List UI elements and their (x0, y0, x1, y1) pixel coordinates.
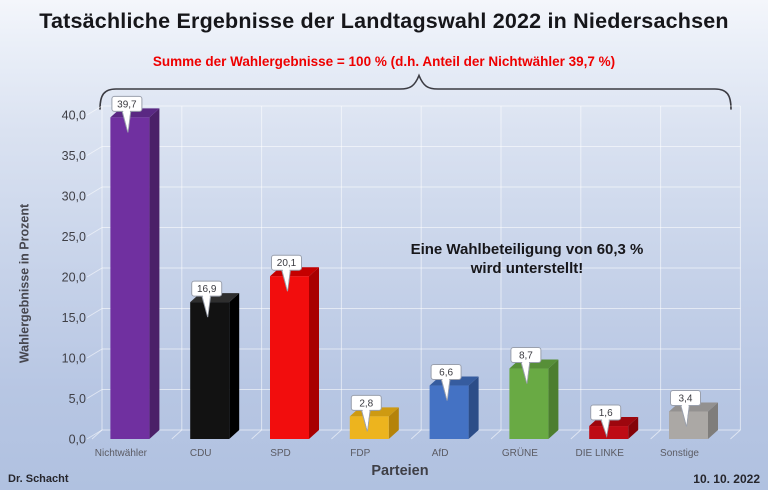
x-category-label: CDU (190, 448, 212, 459)
callout-tail-cover (442, 378, 450, 400)
y-tick-label: 0,0 (69, 433, 86, 447)
date-label: 10. 10. 2022 (693, 472, 760, 486)
value-label: 20,1 (277, 258, 297, 269)
x-category-label: Nichtwähler (95, 448, 148, 459)
annotation-line-2: wird unterstellt! (470, 259, 584, 277)
y-tick-label: 20,0 (62, 271, 86, 285)
brace-shape (99, 73, 732, 110)
y-tick-label: 25,0 (62, 230, 86, 244)
bar-front-face (270, 276, 309, 439)
y-tick-label: 35,0 (62, 149, 86, 163)
annotation: Eine Wahlbeteiligung von 60,3 % wird unt… (357, 241, 697, 279)
x-category-label: Sonstige (660, 448, 699, 459)
bar-front-face (429, 385, 469, 439)
bar-side-face (468, 376, 479, 439)
y-axis-title: Wahlergebnisse in Prozent (17, 203, 32, 364)
author-credit: Dr. Schacht (8, 473, 69, 485)
x-category-label: GRÜNE (502, 447, 538, 459)
x-category-label: DIE LINKE (576, 448, 625, 459)
callout-tail-cover (282, 268, 290, 290)
annotation-line-1: Eine Wahlbeteiligung von 60,3 % (410, 241, 644, 258)
bar-side-face (388, 407, 399, 439)
callout-tail-cover (362, 408, 370, 430)
value-label: 2,8 (359, 398, 373, 409)
x-axis-title: Parteien (371, 463, 429, 479)
callout-tail-cover (122, 110, 131, 131)
bar-front-face (509, 368, 549, 439)
x-category-label: FDP (350, 448, 370, 459)
value-label: 1,6 (599, 408, 613, 419)
bar-side-face (548, 359, 559, 439)
y-tick-label: 15,0 (62, 311, 86, 325)
y-tick-label: 40,0 (62, 109, 86, 123)
y-tick-label: 30,0 (62, 190, 86, 204)
value-label: 39,7 (117, 99, 137, 110)
bar-front-face (589, 426, 629, 439)
bar-front-face (669, 411, 708, 439)
value-label: 16,9 (197, 284, 217, 295)
callout-tail-cover (681, 404, 689, 425)
bar-side-face (708, 402, 718, 439)
y-tick-label: 10,0 (62, 352, 86, 366)
bar-side-face (628, 417, 639, 439)
bar-side-face (149, 108, 160, 440)
page-title: Tatsächliche Ergebnisse der Landtagswahl… (39, 9, 729, 33)
callout-tail-cover (521, 361, 530, 383)
bar-side-face (229, 293, 240, 439)
callout-tail-cover (202, 294, 210, 316)
bar-front-face (190, 302, 230, 439)
x-category-label: AfD (432, 448, 449, 459)
y-tick-label: 5,0 (69, 392, 86, 406)
bar-front-face (349, 416, 389, 439)
value-label: 3,4 (679, 393, 693, 404)
bar-front-face (110, 117, 150, 440)
subtitle: Summe der Wahlergebnisse = 100 % (d.h. A… (152, 54, 616, 69)
value-label: 8,7 (519, 351, 533, 362)
x-category-label: SPD (270, 448, 291, 459)
value-label: 6,6 (439, 368, 453, 379)
callout-tail-cover (601, 418, 609, 435)
bar-side-face (309, 267, 319, 439)
